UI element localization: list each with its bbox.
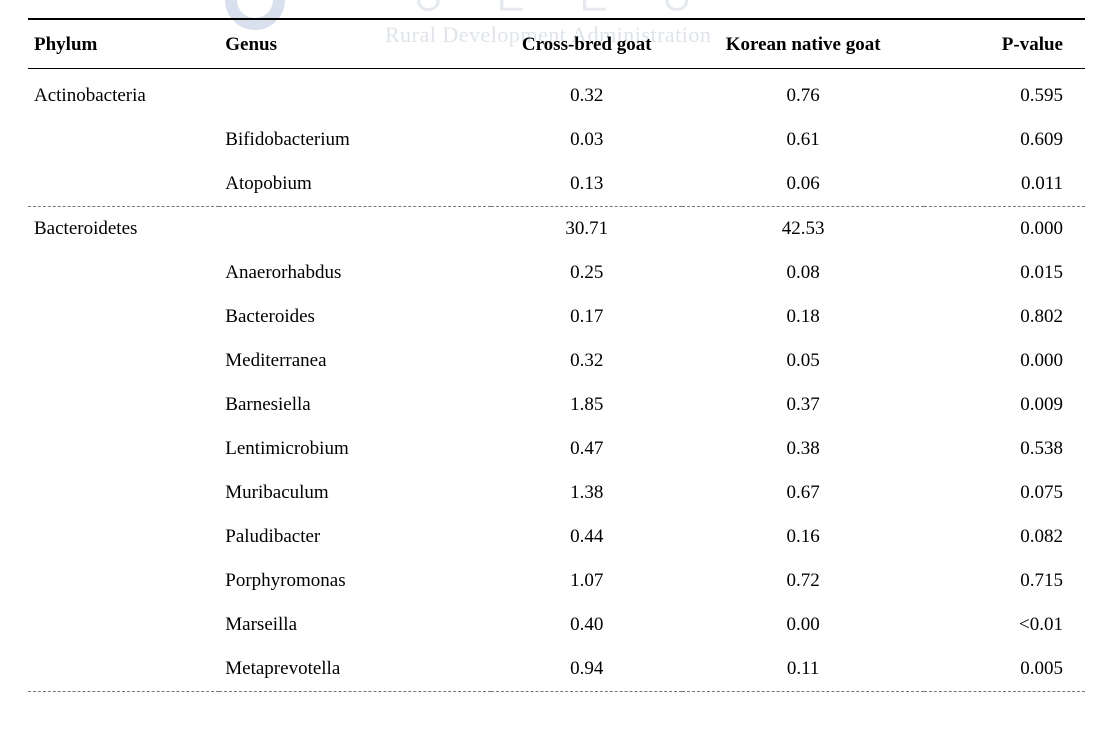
cell-native: 0.18 bbox=[682, 295, 924, 339]
cell-pvalue: 0.000 bbox=[924, 207, 1085, 252]
col-header-pvalue: P-value bbox=[924, 19, 1085, 69]
cell-genus: Atopobium bbox=[219, 162, 491, 207]
cell-native: 0.67 bbox=[682, 471, 924, 515]
cell-phylum bbox=[28, 251, 219, 295]
cell-cross: 0.03 bbox=[491, 118, 682, 162]
cell-native: 0.08 bbox=[682, 251, 924, 295]
table-row: Marseilla0.400.00<0.01 bbox=[28, 603, 1085, 647]
table-row: Bacteroides0.170.180.802 bbox=[28, 295, 1085, 339]
cell-phylum: Actinobacteria bbox=[28, 69, 219, 119]
cell-cross: 1.07 bbox=[491, 559, 682, 603]
cell-cross: 0.13 bbox=[491, 162, 682, 207]
cell-pvalue: 0.802 bbox=[924, 295, 1085, 339]
cell-genus: Porphyromonas bbox=[219, 559, 491, 603]
col-header-genus: Genus bbox=[219, 19, 491, 69]
table-header-row: Phylum Genus Cross-bred goat Korean nati… bbox=[28, 19, 1085, 69]
cell-phylum bbox=[28, 515, 219, 559]
data-table-container: Phylum Genus Cross-bred goat Korean nati… bbox=[0, 0, 1113, 692]
cell-genus: Barnesiella bbox=[219, 383, 491, 427]
cell-phylum bbox=[28, 383, 219, 427]
cell-native: 0.05 bbox=[682, 339, 924, 383]
table-row: Paludibacter0.440.160.082 bbox=[28, 515, 1085, 559]
cell-native: 0.00 bbox=[682, 603, 924, 647]
table-row: Muribaculum1.380.670.075 bbox=[28, 471, 1085, 515]
table-row: Atopobium0.130.060.011 bbox=[28, 162, 1085, 207]
table-row: Mediterranea0.320.050.000 bbox=[28, 339, 1085, 383]
cell-cross: 0.94 bbox=[491, 647, 682, 692]
table-row: Metaprevotella0.940.110.005 bbox=[28, 647, 1085, 692]
cell-pvalue: 0.715 bbox=[924, 559, 1085, 603]
cell-native: 0.37 bbox=[682, 383, 924, 427]
cell-genus: Paludibacter bbox=[219, 515, 491, 559]
cell-genus: Muribaculum bbox=[219, 471, 491, 515]
cell-phylum bbox=[28, 471, 219, 515]
cell-pvalue: 0.000 bbox=[924, 339, 1085, 383]
cell-pvalue: 0.009 bbox=[924, 383, 1085, 427]
cell-genus: Mediterranea bbox=[219, 339, 491, 383]
cell-genus bbox=[219, 207, 491, 252]
table-body: Actinobacteria0.320.760.595Bifidobacteri… bbox=[28, 69, 1085, 692]
cell-phylum: Bacteroidetes bbox=[28, 207, 219, 252]
cell-phylum bbox=[28, 339, 219, 383]
cell-phylum bbox=[28, 295, 219, 339]
cell-phylum bbox=[28, 647, 219, 692]
cell-genus: Lentimicrobium bbox=[219, 427, 491, 471]
cell-cross: 0.40 bbox=[491, 603, 682, 647]
cell-phylum bbox=[28, 559, 219, 603]
table-row: Anaerorhabdus0.250.080.015 bbox=[28, 251, 1085, 295]
cell-native: 0.06 bbox=[682, 162, 924, 207]
table-row: Actinobacteria 0.320.760.595 bbox=[28, 69, 1085, 119]
cell-cross: 0.47 bbox=[491, 427, 682, 471]
cell-phylum bbox=[28, 603, 219, 647]
cell-genus: Anaerorhabdus bbox=[219, 251, 491, 295]
table-row: Lentimicrobium0.470.380.538 bbox=[28, 427, 1085, 471]
cell-genus: Bacteroides bbox=[219, 295, 491, 339]
cell-native: 0.16 bbox=[682, 515, 924, 559]
cell-cross: 0.25 bbox=[491, 251, 682, 295]
col-header-cross: Cross-bred goat bbox=[491, 19, 682, 69]
cell-cross: 1.38 bbox=[491, 471, 682, 515]
cell-genus: Marseilla bbox=[219, 603, 491, 647]
cell-cross: 0.17 bbox=[491, 295, 682, 339]
cell-cross: 1.85 bbox=[491, 383, 682, 427]
table-row: Barnesiella1.850.370.009 bbox=[28, 383, 1085, 427]
cell-phylum bbox=[28, 427, 219, 471]
cell-native: 0.72 bbox=[682, 559, 924, 603]
cell-native: 42.53 bbox=[682, 207, 924, 252]
cell-cross: 0.44 bbox=[491, 515, 682, 559]
cell-cross: 30.71 bbox=[491, 207, 682, 252]
cell-pvalue: 0.538 bbox=[924, 427, 1085, 471]
cell-native: 0.11 bbox=[682, 647, 924, 692]
table-row: Bacteroidetes 30.7142.530.000 bbox=[28, 207, 1085, 252]
cell-cross: 0.32 bbox=[491, 69, 682, 119]
cell-native: 0.38 bbox=[682, 427, 924, 471]
cell-phylum bbox=[28, 118, 219, 162]
cell-pvalue: 0.011 bbox=[924, 162, 1085, 207]
cell-pvalue: 0.595 bbox=[924, 69, 1085, 119]
cell-genus: Bifidobacterium bbox=[219, 118, 491, 162]
cell-genus: Metaprevotella bbox=[219, 647, 491, 692]
cell-genus bbox=[219, 69, 491, 119]
cell-pvalue: 0.005 bbox=[924, 647, 1085, 692]
cell-cross: 0.32 bbox=[491, 339, 682, 383]
cell-native: 0.76 bbox=[682, 69, 924, 119]
table-row: Porphyromonas1.070.720.715 bbox=[28, 559, 1085, 603]
cell-pvalue: 0.075 bbox=[924, 471, 1085, 515]
cell-pvalue: 0.015 bbox=[924, 251, 1085, 295]
cell-pvalue: 0.609 bbox=[924, 118, 1085, 162]
cell-native: 0.61 bbox=[682, 118, 924, 162]
data-table: Phylum Genus Cross-bred goat Korean nati… bbox=[28, 18, 1085, 692]
cell-pvalue: 0.082 bbox=[924, 515, 1085, 559]
table-row: Bifidobacterium0.030.610.609 bbox=[28, 118, 1085, 162]
col-header-native: Korean native goat bbox=[682, 19, 924, 69]
cell-phylum bbox=[28, 162, 219, 207]
cell-pvalue: <0.01 bbox=[924, 603, 1085, 647]
col-header-phylum: Phylum bbox=[28, 19, 219, 69]
